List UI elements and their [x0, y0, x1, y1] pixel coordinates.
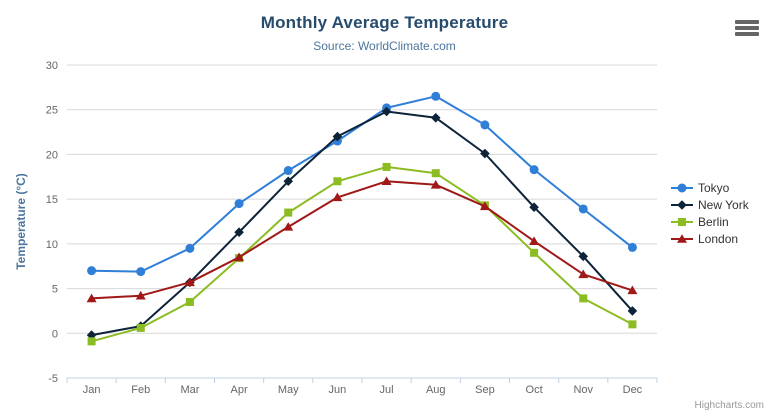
- series-line-new-york: [90, 110, 634, 337]
- y-axis-label: 5: [52, 284, 58, 296]
- circle-marker-icon: [671, 183, 693, 192]
- data-point-berlin-jul[interactable]: [382, 162, 391, 171]
- x-axis-label: Mar: [180, 384, 199, 396]
- legend-marker-new-york[interactable]: [677, 199, 687, 210]
- series-line-tokyo: [90, 95, 634, 273]
- data-point-london-jun[interactable]: [332, 192, 343, 202]
- data-point-tokyo-oct[interactable]: [529, 165, 539, 175]
- data-point-london-jul[interactable]: [381, 176, 392, 186]
- data-point-berlin-dec[interactable]: [628, 320, 637, 329]
- data-point-new-york-jan[interactable]: [86, 330, 97, 340]
- x-axis-label: Jun: [329, 384, 347, 396]
- data-point-new-york-dec[interactable]: [627, 306, 638, 316]
- legend-item-new-york[interactable]: New York: [671, 196, 749, 213]
- x-axis-label: Feb: [131, 384, 150, 396]
- y-axis-label: 0: [52, 328, 58, 340]
- chart-title: Monthly Average Temperature: [260, 13, 509, 32]
- legend-item-london[interactable]: London: [671, 230, 749, 247]
- legend-label: Tokyo: [698, 180, 730, 195]
- data-point-tokyo-may[interactable]: [283, 166, 293, 176]
- data-point-berlin-nov[interactable]: [579, 294, 588, 303]
- data-point-tokyo-apr[interactable]: [234, 199, 244, 209]
- x-axis-label: Apr: [231, 384, 248, 396]
- data-point-new-york-sep[interactable]: [480, 148, 490, 159]
- data-point-new-york-oct[interactable]: [529, 202, 539, 212]
- data-point-london-sep[interactable]: [479, 201, 490, 211]
- legend-label: London: [698, 231, 739, 246]
- legend-item-tokyo[interactable]: Tokyo: [671, 179, 749, 196]
- data-point-tokyo-dec[interactable]: [627, 242, 637, 252]
- legend-label: Berlin: [698, 214, 729, 229]
- y-axis-label: 20: [46, 149, 58, 161]
- legend-item-berlin[interactable]: Berlin: [671, 213, 749, 230]
- highcharts-credit-link[interactable]: Highcharts.com: [694, 400, 764, 411]
- data-point-tokyo-mar[interactable]: [185, 243, 195, 253]
- legend-marker-tokyo[interactable]: [677, 183, 687, 192]
- data-point-london-may[interactable]: [283, 222, 294, 231]
- data-point-tokyo-nov[interactable]: [578, 204, 588, 214]
- data-point-berlin-aug[interactable]: [431, 169, 440, 178]
- x-axis-label: May: [278, 384, 299, 396]
- data-point-berlin-oct[interactable]: [530, 248, 539, 257]
- x-axis-label: Dec: [623, 384, 643, 396]
- data-point-berlin-feb[interactable]: [136, 323, 145, 332]
- x-axis-label: Sep: [475, 384, 495, 396]
- hamburger-icon: [735, 20, 759, 36]
- data-point-new-york-nov[interactable]: [578, 251, 589, 262]
- x-axis-label: Jul: [380, 384, 394, 396]
- data-point-tokyo-sep[interactable]: [480, 120, 490, 130]
- data-point-tokyo-feb[interactable]: [136, 267, 146, 277]
- chart-legend: Tokyo New York Berlin London: [671, 179, 749, 247]
- series-london: [86, 176, 638, 303]
- data-point-berlin-jan[interactable]: [87, 337, 96, 346]
- data-point-new-york-jun[interactable]: [332, 131, 343, 142]
- y-axis-labels: -5 0 5 10 15 20 25 30: [46, 60, 58, 385]
- data-point-tokyo-aug[interactable]: [431, 91, 441, 101]
- series-new-york: [86, 106, 638, 340]
- legend-marker-berlin[interactable]: [678, 217, 686, 226]
- x-axis-labels: Jan Feb Mar Apr May Jun Jul Aug Sep Oct Nov Dec: [83, 384, 643, 396]
- series-line-berlin: [90, 165, 634, 343]
- x-axis-label: Oct: [526, 384, 543, 396]
- data-point-new-york-apr[interactable]: [234, 227, 244, 238]
- data-point-new-york-may[interactable]: [283, 176, 294, 187]
- data-point-london-jan[interactable]: [86, 293, 97, 303]
- data-point-new-york-jul[interactable]: [381, 106, 392, 117]
- data-point-london-dec[interactable]: [627, 285, 638, 295]
- data-point-london-feb[interactable]: [135, 290, 146, 300]
- legend-label: New York: [698, 197, 749, 212]
- y-axis-label: -5: [48, 373, 58, 385]
- y-axis-title: Temperature (°C): [14, 173, 28, 270]
- data-point-london-apr[interactable]: [234, 252, 245, 262]
- y-axis-label: 25: [46, 105, 58, 117]
- chart-subtitle: Source: WorldClimate.com: [313, 39, 456, 53]
- y-axis-label: 10: [46, 239, 58, 251]
- y-axis-label: 30: [46, 60, 58, 72]
- x-axis-label: Jan: [83, 384, 101, 396]
- data-point-london-oct[interactable]: [529, 236, 540, 245]
- x-axis-label: Aug: [426, 384, 446, 396]
- x-axis-ticks: [66, 378, 658, 383]
- data-point-london-nov[interactable]: [578, 269, 589, 279]
- square-marker-icon: [671, 217, 693, 226]
- y-axis-label: 15: [46, 194, 58, 206]
- data-point-berlin-may[interactable]: [284, 208, 293, 217]
- data-point-berlin-jun[interactable]: [333, 177, 342, 186]
- y-gridlines: [67, 64, 657, 379]
- series-tokyo: [87, 91, 637, 277]
- x-axis-label: Nov: [573, 384, 593, 396]
- data-point-new-york-aug[interactable]: [430, 112, 441, 123]
- triangle-marker-icon: [671, 233, 693, 243]
- export-menu-button[interactable]: [735, 20, 759, 37]
- data-point-tokyo-jan[interactable]: [87, 266, 97, 276]
- data-point-berlin-mar[interactable]: [185, 297, 194, 306]
- data-point-london-mar[interactable]: [184, 277, 195, 287]
- diamond-marker-icon: [671, 199, 693, 210]
- series-line-london: [90, 180, 634, 300]
- data-point-london-aug[interactable]: [430, 180, 441, 189]
- legend-marker-london[interactable]: [677, 233, 687, 243]
